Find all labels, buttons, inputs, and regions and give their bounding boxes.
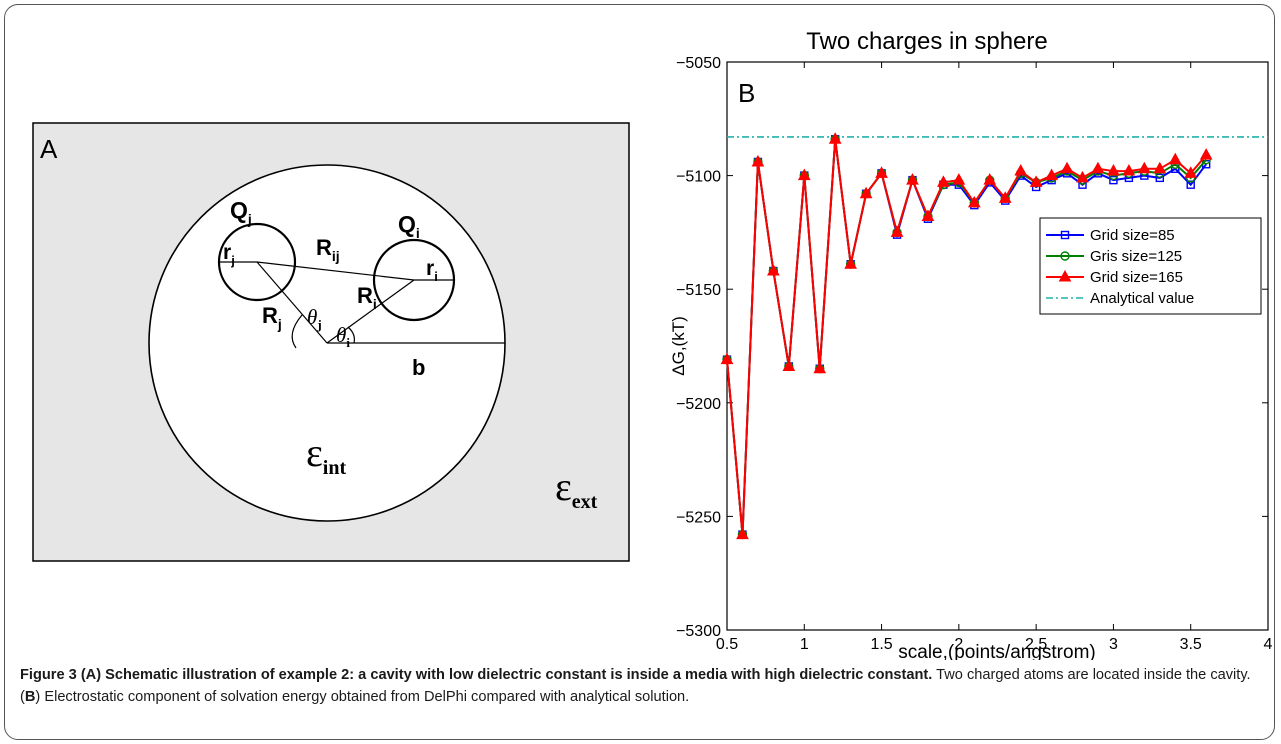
data-point bbox=[813, 361, 827, 374]
x-tick-label: 1 bbox=[800, 636, 809, 653]
b-label: b bbox=[412, 355, 425, 380]
data-point bbox=[952, 173, 966, 185]
chart-title: Two charges in sphere bbox=[806, 28, 1047, 55]
charge-j-circle bbox=[217, 222, 297, 302]
x-tick-label: 4 bbox=[1264, 636, 1273, 653]
legend-marker bbox=[1058, 269, 1072, 282]
theta-i-arc bbox=[347, 326, 355, 344]
x-tick-label: 2.5 bbox=[1025, 636, 1047, 653]
x-axis-ticks: 0.5 1 1.5 2 2.5 3 3.5 4 bbox=[716, 62, 1273, 653]
data-point bbox=[921, 209, 935, 221]
epsilon-ext-label: εext bbox=[555, 464, 598, 513]
data-point bbox=[1091, 161, 1105, 174]
y-axis-ticks: −5300 −5250 −5200 −5150 −5100 −5050 bbox=[676, 55, 1268, 640]
data-point bbox=[1107, 164, 1120, 176]
x-tick-label: 1.5 bbox=[870, 636, 892, 653]
data-point bbox=[906, 173, 919, 185]
data-point bbox=[1029, 175, 1043, 187]
data-point bbox=[1155, 173, 1165, 183]
data-point bbox=[1045, 168, 1058, 181]
data-point bbox=[767, 263, 780, 276]
y-axis-label: ΔG,(kT) bbox=[669, 316, 688, 376]
legend-item: Grid size=165 bbox=[1046, 269, 1183, 286]
data-point bbox=[967, 195, 981, 208]
x-tick-label: 3.5 bbox=[1180, 636, 1202, 653]
data-point bbox=[1076, 170, 1089, 183]
rij-line bbox=[256, 261, 415, 281]
legend-label: Grid size=165 bbox=[1090, 269, 1183, 286]
data-point bbox=[844, 257, 858, 269]
figure-label: Figure 3 bbox=[20, 667, 77, 683]
data-point bbox=[998, 191, 1012, 203]
r-j-distance-label: Rj bbox=[262, 303, 282, 332]
y-tick-label: −5100 bbox=[676, 169, 721, 186]
data-point bbox=[797, 168, 811, 181]
legend-label: Analytical value bbox=[1090, 290, 1194, 307]
r-i-distance-label: Ri bbox=[357, 283, 377, 312]
y-tick-label: −5250 bbox=[676, 509, 721, 526]
figure-graphics: A Qj Qi rj ri Rij Rj Ri θj θi b εint εex… bbox=[32, 28, 1273, 660]
x-axis-label: scale,(points/angstrom) bbox=[898, 642, 1095, 660]
r-i-label: ri bbox=[426, 257, 438, 284]
legend-label: Gris size=125 bbox=[1090, 248, 1182, 265]
data-point bbox=[890, 225, 904, 237]
r-j-label: rj bbox=[223, 241, 235, 268]
q-j-label: Qj bbox=[230, 197, 252, 227]
caption-text-2: ) Electrostatic component of solvation e… bbox=[35, 689, 690, 705]
ri-line bbox=[326, 279, 415, 344]
r-ij-label: Rij bbox=[316, 235, 340, 264]
y-tick-label: −5150 bbox=[676, 282, 721, 299]
legend-label: Grid size=85 bbox=[1090, 227, 1175, 244]
legend-item: Analytical value bbox=[1046, 290, 1194, 307]
panel-a: A Qj Qi rj ri Rij Rj Ri θj θi b εint εex… bbox=[32, 122, 630, 562]
data-point bbox=[1122, 164, 1136, 176]
epsilon-int-label: εint bbox=[306, 430, 346, 479]
panel-b-chart: Two charges in sphere B −5300−5250−5200−… bbox=[669, 28, 1273, 660]
caption-bold-part: (A) Schematic illustration of example 2:… bbox=[76, 667, 933, 683]
data-point bbox=[1014, 164, 1028, 176]
data-point bbox=[937, 175, 950, 187]
x-tick-label: 0.5 bbox=[716, 636, 738, 653]
caption-text-1: Two charged atoms are located inside the… bbox=[20, 667, 1251, 705]
data-point bbox=[1168, 152, 1182, 165]
data-point bbox=[1199, 148, 1213, 160]
rj-line bbox=[256, 261, 328, 344]
legend-marker bbox=[1060, 230, 1070, 240]
x-tick-label: 3 bbox=[1109, 636, 1118, 653]
legend: Grid size=85 Gris size=125 Grid size=165 An… bbox=[1039, 217, 1262, 315]
y-tick-label: −5300 bbox=[676, 623, 721, 640]
theta-i-label: θi bbox=[336, 323, 350, 350]
legend-items: Grid size=85 Gris size=125 Grid size=165 An… bbox=[1046, 227, 1194, 307]
data-point bbox=[1153, 161, 1167, 174]
theta-j-label: θj bbox=[307, 305, 322, 332]
data-point bbox=[782, 359, 796, 371]
data-point bbox=[983, 173, 997, 185]
data-point bbox=[1184, 166, 1198, 178]
x-tick-label: 2 bbox=[954, 636, 963, 653]
y-tick-label: −5050 bbox=[676, 55, 721, 72]
data-point bbox=[1137, 161, 1151, 174]
data-point bbox=[859, 186, 873, 199]
legend-item: Gris size=125 bbox=[1046, 248, 1182, 265]
data-point bbox=[736, 527, 749, 540]
q-i-label: Qi bbox=[398, 211, 420, 241]
series-3 bbox=[720, 132, 1213, 540]
data-point bbox=[751, 154, 765, 167]
data-point bbox=[720, 352, 734, 365]
legend-item: Grid size=85 bbox=[1046, 227, 1175, 244]
figure-caption: Figure 3 (A) Schematic illustration of e… bbox=[20, 664, 1265, 708]
legend-marker bbox=[1060, 251, 1070, 261]
plot-area bbox=[726, 61, 1269, 631]
theta-j-arc bbox=[291, 314, 303, 349]
data-point bbox=[875, 166, 888, 178]
caption-b-letter: B bbox=[24, 689, 36, 705]
data-point bbox=[1109, 175, 1118, 185]
y-tick-label: −5200 bbox=[676, 396, 721, 413]
series-layer bbox=[720, 132, 1268, 540]
data-point bbox=[1060, 161, 1074, 174]
panel-a-label: A bbox=[40, 134, 58, 164]
data-point bbox=[828, 132, 842, 144]
panel-b-label: B bbox=[738, 78, 755, 108]
